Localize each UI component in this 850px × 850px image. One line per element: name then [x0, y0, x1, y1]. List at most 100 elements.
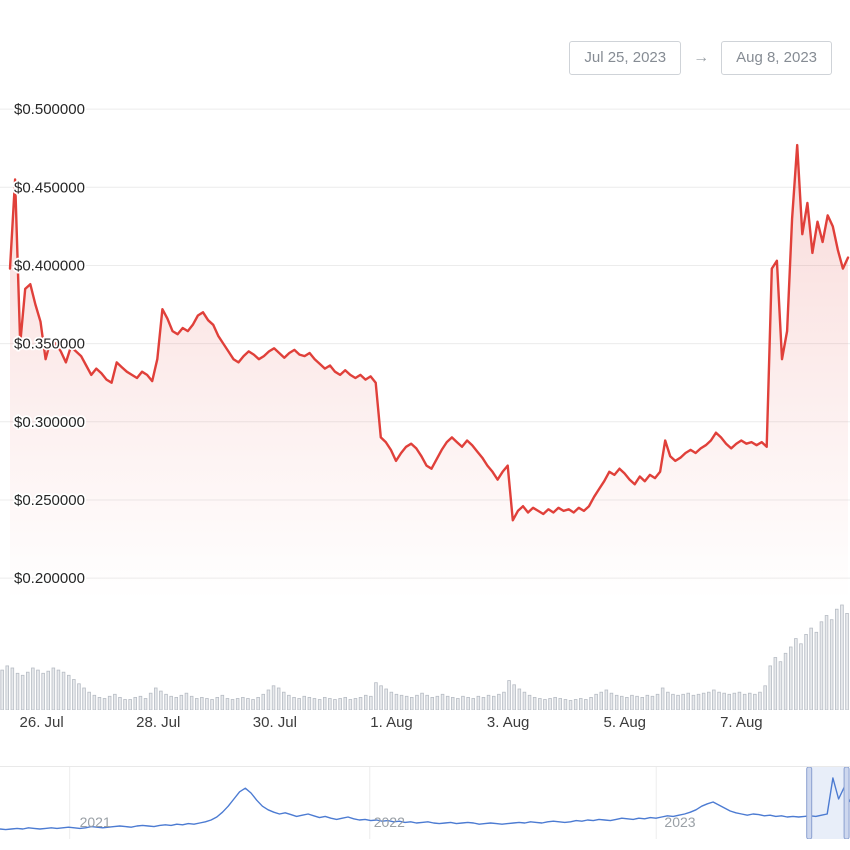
volume-bar	[312, 698, 317, 711]
volume-bar	[676, 694, 680, 711]
volume-bar	[338, 698, 342, 711]
x-axis-label: 30. Jul	[252, 714, 297, 731]
arrow-right-icon: →	[693, 49, 710, 66]
volume-bar	[425, 694, 429, 711]
date-range-end[interactable]: Aug 8, 2023	[721, 41, 832, 75]
volume-bar	[159, 690, 163, 711]
volume-bar	[118, 697, 122, 711]
volume-bar	[15, 672, 20, 711]
volume-bar	[671, 693, 675, 711]
x-axis-label: 1. Aug	[370, 714, 413, 731]
volume-bar	[512, 684, 516, 711]
volume-bar	[835, 608, 839, 711]
volume-bar	[107, 695, 112, 711]
range-navigator: 2021 2022 2023	[0, 766, 850, 840]
volume-bar	[328, 698, 332, 711]
volume-bar	[72, 679, 76, 711]
price-line-chart[interactable]: $0.500000 $0.450000 $0.400000 $0.350000 $0.3…	[0, 88, 850, 600]
volume-bar	[579, 698, 583, 711]
volume-bar	[169, 695, 173, 711]
volume-bar	[266, 689, 271, 711]
volume-bar	[113, 693, 117, 711]
volume-bar	[343, 697, 347, 711]
volume-bar	[527, 694, 532, 711]
volume-bar	[205, 698, 209, 711]
navigator-line	[0, 777, 850, 831]
volume-bar	[809, 627, 813, 711]
volume-bar	[97, 697, 102, 711]
volume-bar	[589, 697, 593, 711]
volume-bar	[789, 646, 793, 711]
volume-bar	[82, 687, 86, 711]
volume-bar	[333, 699, 337, 711]
volume-bar	[374, 682, 378, 711]
volume-bar	[77, 683, 81, 711]
x-axis-label: 26. Jul	[19, 714, 64, 731]
volume-bar	[655, 693, 660, 711]
volume-bar	[256, 697, 260, 711]
volume-bar	[758, 691, 762, 711]
volume-bar	[712, 689, 716, 711]
volume-bar	[369, 695, 373, 711]
volume-bar	[563, 699, 568, 711]
volume-bar	[794, 638, 798, 711]
volume-bar	[251, 699, 255, 711]
y-axis-label: $0.350000	[14, 336, 85, 353]
volume-bar	[614, 694, 619, 711]
volume-bar	[522, 691, 527, 711]
volume-bar	[814, 631, 819, 711]
volume-bar	[753, 693, 757, 711]
selection-handle-right[interactable]	[843, 766, 850, 840]
volume-bar	[25, 671, 30, 711]
volume-bar	[435, 695, 440, 711]
navigator-chart[interactable]: 2021 2022 2023	[0, 766, 850, 840]
volume-bar	[164, 693, 168, 711]
volume-bar	[10, 667, 15, 711]
volume-bar	[532, 697, 537, 711]
volume-bar	[297, 698, 301, 711]
volume-bar	[799, 643, 803, 711]
volume-bar	[481, 697, 486, 711]
volume-bar	[471, 698, 475, 711]
volume-bar	[783, 652, 788, 711]
volume-bar	[538, 698, 542, 711]
volume-bar	[804, 634, 808, 711]
volume-bar	[635, 695, 639, 711]
volume-bar	[179, 694, 184, 711]
volume-bar	[363, 694, 368, 711]
volume-bar	[625, 697, 629, 711]
y-axis-label: $0.500000	[14, 101, 85, 118]
volume-bar	[5, 665, 10, 711]
volume-bar	[353, 698, 358, 711]
volume-bar	[620, 695, 624, 711]
volume-bar	[225, 698, 230, 711]
volume-bar	[36, 669, 40, 711]
volume-bar	[20, 674, 25, 711]
volume-bar	[681, 693, 685, 711]
volume-bar	[768, 665, 773, 711]
price-area-fill	[10, 145, 848, 600]
volume-bar	[829, 619, 834, 711]
volume-bar	[497, 693, 501, 711]
volume-bar	[686, 692, 691, 711]
volume-bar	[666, 691, 670, 711]
volume-bar	[46, 670, 51, 711]
volume-bar	[691, 694, 696, 711]
volume-bar	[466, 697, 470, 711]
navigator-selection[interactable]	[809, 767, 847, 839]
volume-bar	[660, 687, 665, 711]
volume-bar	[640, 697, 645, 711]
y-axis-label: $0.250000	[14, 492, 85, 509]
volume-bar	[0, 669, 4, 711]
selection-handle-left[interactable]	[806, 766, 813, 840]
volume-bar	[276, 687, 281, 711]
volume-bar	[609, 692, 614, 711]
x-axis: 26. Jul 28. Jul 30. Jul 1. Aug 3. Aug 5.…	[0, 714, 850, 736]
volume-bar	[701, 692, 706, 711]
volume-bar	[553, 697, 557, 711]
volume-bar	[123, 699, 127, 711]
volume-bar	[696, 693, 701, 711]
date-range-start[interactable]: Jul 25, 2023	[569, 41, 682, 75]
volume-bar	[845, 612, 849, 711]
